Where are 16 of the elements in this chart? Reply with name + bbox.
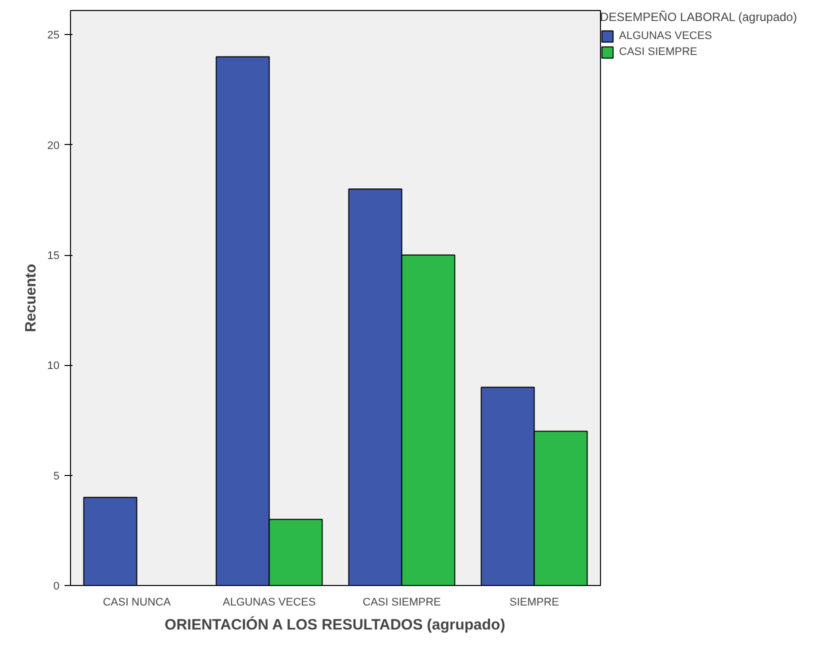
y-tick-label: 25 bbox=[47, 30, 60, 42]
y-tick-label: 0 bbox=[53, 580, 60, 592]
y-tick-label: 20 bbox=[47, 140, 60, 152]
y-tick-label: 10 bbox=[47, 360, 60, 372]
x-tick-label: CASI SIEMPRE bbox=[362, 596, 441, 608]
y-tick-label: 5 bbox=[53, 470, 60, 482]
x-tick-label: CASI NUNCA bbox=[102, 596, 172, 608]
y-tick-label: 15 bbox=[47, 250, 60, 262]
legend-title: DESEMPEÑO LABORAL (agrupado) bbox=[600, 10, 797, 24]
bar bbox=[83, 496, 138, 586]
x-tick-label: ALGUNAS VECES bbox=[222, 596, 316, 608]
legend-label: ALGUNAS VECES bbox=[619, 30, 712, 42]
y-axis-title: Recuento bbox=[22, 264, 40, 332]
x-axis-title: ORIENTACIÓN A LOS RESULTADOS (agrupado) bbox=[164, 616, 506, 634]
legend-label: CASI SIEMPRE bbox=[619, 46, 698, 58]
x-tick-label: SIEMPRE bbox=[509, 596, 560, 608]
